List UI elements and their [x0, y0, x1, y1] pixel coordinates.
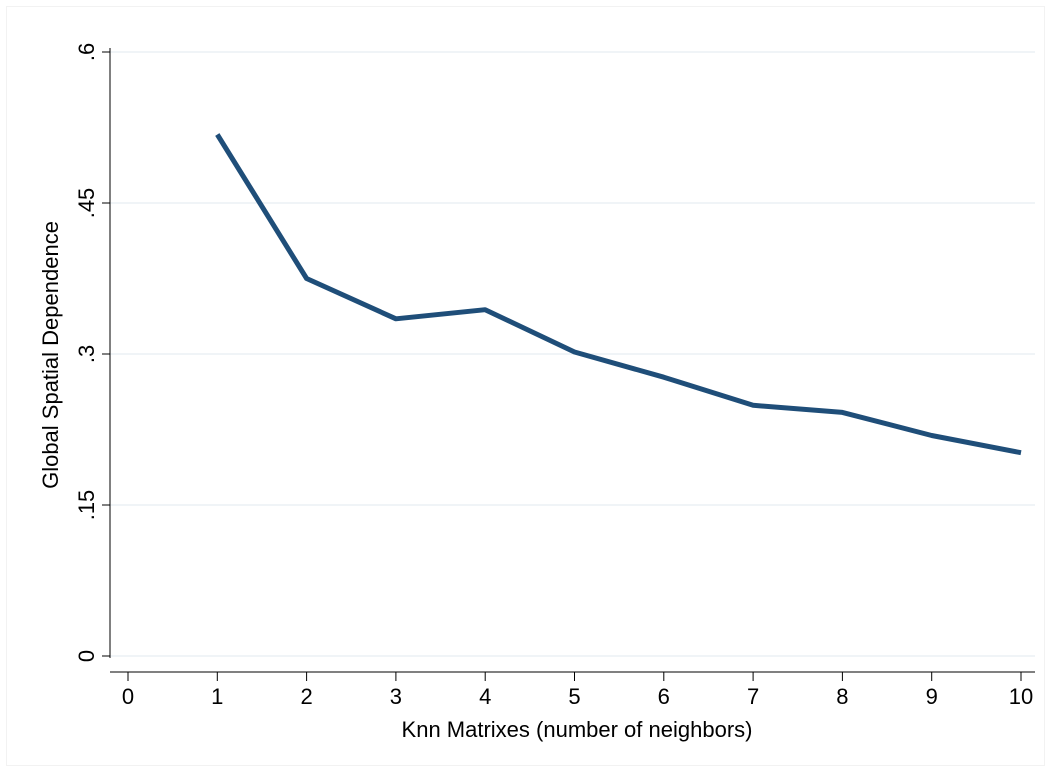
x-tick-label-5: 5: [568, 684, 580, 709]
x-tick-label-9: 9: [926, 684, 938, 709]
y-tick-label-1: .15: [74, 490, 99, 521]
chart-outer-frame: [6, 6, 1045, 766]
x-tick-label-4: 4: [479, 684, 491, 709]
series-group: [215, 133, 1022, 456]
x-tick-label-6: 6: [658, 684, 670, 709]
x-tick-label-1: 1: [211, 684, 223, 709]
y-tick-label-2: .3: [74, 345, 99, 363]
x-axis-label: Knn Matrixes (number of neighbors): [402, 717, 753, 742]
x-tick-label-7: 7: [747, 684, 759, 709]
x-tick-label-3: 3: [390, 684, 402, 709]
y-tick-label-4: .6: [74, 43, 99, 61]
y-tick-label-3: .45: [74, 188, 99, 219]
y-axis-label: Global Spatial Dependence: [38, 221, 63, 489]
x-tick-label-8: 8: [836, 684, 848, 709]
x-tick-label-10: 10: [1009, 684, 1033, 709]
series-line-0: [215, 133, 1022, 456]
x-tick-label-2: 2: [300, 684, 312, 709]
gridlines: [110, 51, 1035, 657]
y-tick-label-0: 0: [74, 650, 99, 662]
axes: 0 .15 .3 .45 .6 0 1 2 3 4 5 6 7 8 9 10: [74, 43, 1035, 709]
x-tick-label-0: 0: [122, 684, 134, 709]
